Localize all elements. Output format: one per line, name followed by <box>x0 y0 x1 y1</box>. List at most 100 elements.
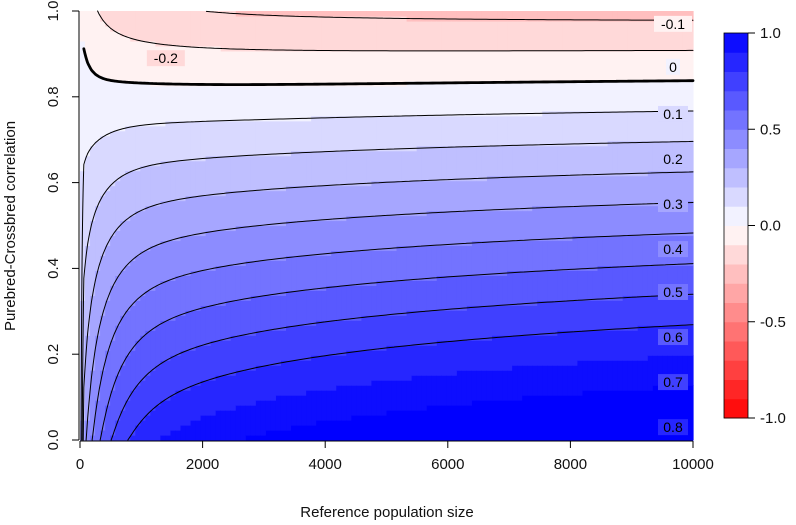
contour-band-cell <box>687 355 694 386</box>
contour-band-cell <box>371 250 378 286</box>
contour-band-cell <box>687 385 694 441</box>
contour-band-cell <box>301 325 307 361</box>
contour-band-cell <box>311 185 317 222</box>
contour-band-cell <box>451 405 458 441</box>
contour-band-cell <box>321 115 327 152</box>
x-tick-label: 2000 <box>186 456 219 473</box>
y-tick-label: 0.8 <box>45 86 62 107</box>
contour-band-cell <box>255 50 262 87</box>
contour-band-cell <box>255 155 262 192</box>
contour-band-cell <box>652 235 659 267</box>
contour-band-cell <box>411 215 418 247</box>
contour-band-cell <box>512 145 518 177</box>
contour-band-cell <box>180 315 187 351</box>
contour-band-cell <box>150 205 156 247</box>
contour-band-cell <box>265 365 272 401</box>
contour-band-cell <box>612 235 619 267</box>
contour-band-cell <box>386 215 393 252</box>
contour-band-cell <box>512 50 518 82</box>
contour-band-cell <box>205 380 212 416</box>
contour-band-cell <box>130 350 136 391</box>
contour-band-cell <box>436 210 443 247</box>
contour-label: 0.6 <box>663 329 683 345</box>
contour-band-cell <box>617 330 624 361</box>
contour-band-cell <box>637 325 644 361</box>
contour-band-cell <box>632 265 639 296</box>
contour-band-cell <box>321 185 327 222</box>
contour-band-cell <box>486 210 493 242</box>
contour-band-cell <box>396 215 403 247</box>
contour-band-cell <box>602 265 609 301</box>
contour-band-cell <box>371 50 378 87</box>
contour-band-cell <box>441 50 448 82</box>
contour-band-cell <box>642 265 649 296</box>
contour-band-cell <box>637 110 644 142</box>
contour-band-cell <box>451 310 458 341</box>
contour-band-cell <box>562 240 568 271</box>
contour-band-cell <box>471 145 478 182</box>
contour-band-cell <box>245 260 252 301</box>
contour-band-cell <box>456 115 463 147</box>
contour-band-cell <box>466 370 473 406</box>
contour-band-cell <box>185 195 192 237</box>
contour-band-cell <box>476 20 483 52</box>
contour-band-cell <box>642 140 649 177</box>
contour-band-cell <box>381 150 388 182</box>
contour-band-cell <box>376 415 383 441</box>
contour-band-cell <box>120 11 126 37</box>
contour-line-0 <box>82 47 695 86</box>
contour-band-cell <box>115 11 121 32</box>
contour-band-cell <box>582 145 589 177</box>
contour-band-cell <box>240 370 247 406</box>
contour-band-cell <box>682 265 689 296</box>
contour-band-cell <box>150 165 156 207</box>
contour-band-cell <box>677 20 684 52</box>
contour-band-cell <box>391 11 398 17</box>
contour-band-cell <box>255 85 262 122</box>
contour-band-cell <box>537 205 543 242</box>
contour-band-cell <box>597 145 604 177</box>
contour-band-cell <box>416 115 423 147</box>
contour-band-cell <box>215 11 222 47</box>
contour-band-cell <box>657 385 664 441</box>
contour-band-cell <box>492 115 498 147</box>
contour-band-cell <box>336 150 342 187</box>
colorbar-swatch <box>724 129 748 149</box>
contour-band-cell <box>155 165 161 207</box>
contour-band-cell <box>587 175 594 207</box>
contour-band-cell <box>522 335 528 366</box>
contour-band-cell <box>381 250 388 281</box>
contour-band-cell <box>517 270 523 306</box>
contour-band-cell <box>215 305 222 341</box>
contour-band-cell <box>537 270 543 301</box>
contour-band-cell <box>110 80 116 132</box>
contour-band-cell <box>552 270 558 301</box>
contour-band-cell <box>582 235 589 271</box>
contour-band-cell <box>381 280 388 316</box>
contour-band-cell <box>240 335 247 371</box>
contour-band-cell <box>331 250 337 286</box>
contour-band-cell <box>456 340 463 371</box>
contour-band-cell <box>80 420 86 441</box>
contour-band-cell <box>286 11 292 17</box>
contour-band-cell <box>296 11 302 17</box>
contour-band-cell <box>205 270 212 306</box>
contour-band-cell <box>225 300 232 341</box>
contour-band-cell <box>316 185 322 222</box>
contour-band-cell <box>135 80 141 127</box>
contour-label: 0.8 <box>663 419 683 435</box>
contour-band-cell <box>381 50 388 87</box>
contour-band-cell <box>230 230 237 267</box>
contour-band-cell <box>150 290 156 331</box>
contour-band-cell <box>497 400 503 441</box>
contour-band-cell <box>627 110 634 142</box>
contour-band-cell <box>657 205 664 237</box>
contour-band-cell <box>622 140 629 177</box>
colorbar-swatch <box>724 206 748 226</box>
contour-label-bg <box>658 241 688 258</box>
contour-band-cell <box>401 180 408 217</box>
contour-band-cell <box>682 355 689 386</box>
contour-band-cell <box>356 150 362 187</box>
contour-band-cell <box>677 355 684 386</box>
contour-band-cell <box>170 85 177 122</box>
